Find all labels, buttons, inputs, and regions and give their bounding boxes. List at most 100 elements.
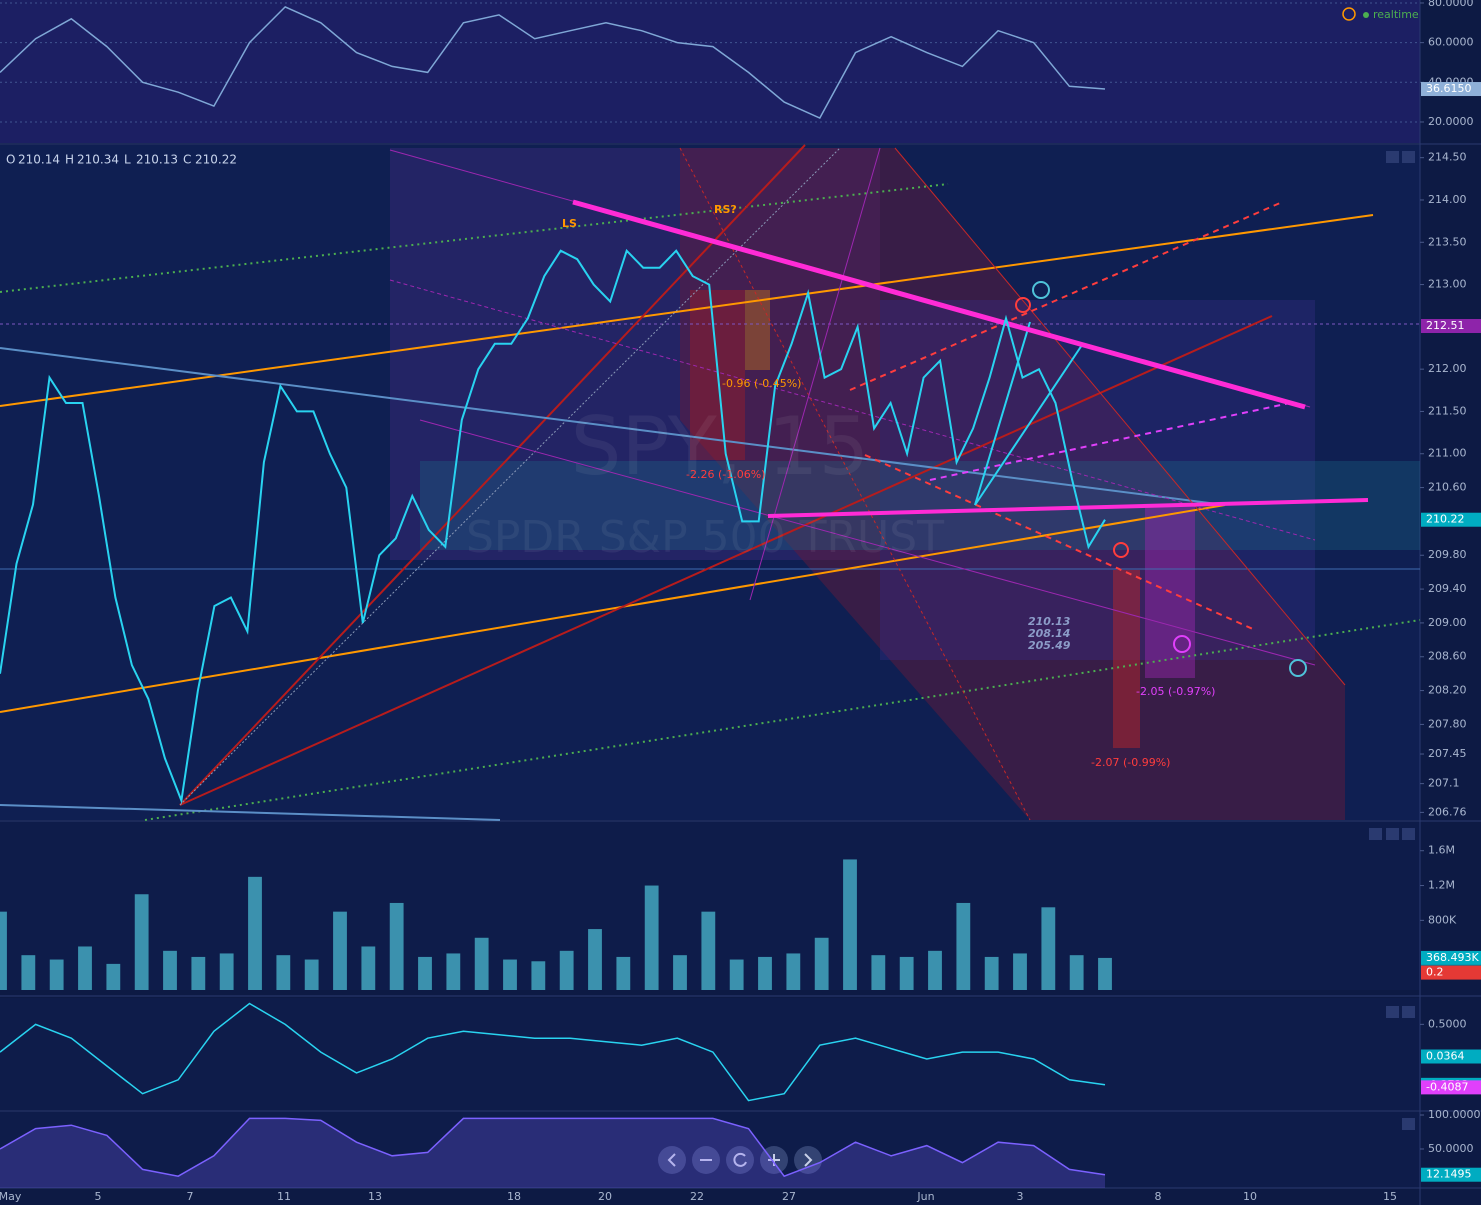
marker — [1032, 281, 1050, 299]
volume-bar — [758, 956, 772, 990]
pane-button[interactable] — [1402, 828, 1415, 840]
y-tick-label: 50.0000 — [1428, 1142, 1474, 1155]
neckline — [572, 199, 1306, 410]
volume-bar — [389, 902, 404, 990]
volume-bar — [843, 859, 857, 990]
volume-bar — [1013, 953, 1027, 990]
price-badge — [1421, 965, 1481, 980]
volume-bar — [899, 956, 914, 990]
y-tick-label: 214.50 — [1428, 151, 1467, 164]
y-tick-label: 209.00 — [1428, 616, 1467, 629]
y-tick-label: 1.2M — [1428, 879, 1455, 892]
x-tick-label: 15 — [1383, 1190, 1397, 1203]
ohlc-key: H — [65, 153, 74, 167]
area — [0, 1118, 1105, 1188]
trend-line — [179, 144, 806, 806]
pane-button[interactable] — [1386, 151, 1399, 163]
ohlc-key: O — [6, 153, 15, 167]
drawings — [0, 144, 1421, 821]
trend-line — [0, 804, 501, 821]
x-tick-label: 22 — [690, 1190, 704, 1203]
price-badge-label: -0.4087 — [1426, 1080, 1468, 1093]
annotation: LS — [562, 217, 577, 230]
measure-box — [1113, 570, 1140, 748]
ohlc-key: L — [124, 153, 131, 167]
trend-line — [864, 454, 1256, 631]
rsi-pane — [0, 0, 1420, 143]
scroll-left-button[interactable] — [658, 1146, 686, 1174]
annotation: -2.05 (-0.97%) — [1136, 685, 1215, 698]
annotation: 208.14 — [1028, 627, 1070, 640]
trend-line — [0, 504, 1226, 713]
volume-bar — [276, 955, 291, 990]
volume-bar — [616, 956, 631, 990]
reset-button[interactable] — [726, 1146, 754, 1174]
ohlc-key: C — [183, 153, 191, 167]
pitch-line — [749, 147, 881, 601]
annotation: -0.96 (-0.45%) — [722, 377, 801, 390]
x-tick-label: 11 — [277, 1190, 291, 1203]
icon — [733, 1152, 747, 1167]
volume-bar — [701, 911, 716, 990]
annotation: 210.13 — [1028, 615, 1071, 628]
price-badge-label: 210.22 — [1426, 513, 1465, 526]
volume-bar — [531, 961, 546, 990]
price-badge — [1421, 512, 1481, 527]
channel-line — [389, 279, 1316, 541]
x-tick-label: 8 — [1155, 1190, 1162, 1203]
status-icon — [1342, 7, 1356, 21]
price-pane — [0, 145, 1420, 820]
x-tick-label: 20 — [598, 1190, 612, 1203]
y-tick-label: 80.0000 — [1428, 0, 1474, 9]
scroll-right-button[interactable] — [794, 1146, 822, 1174]
volume-bar — [163, 950, 177, 990]
pane-button[interactable] — [1386, 828, 1399, 840]
x-tick-label: 27 — [782, 1190, 796, 1203]
y-tick-label: 208.20 — [1428, 684, 1467, 697]
pane-button[interactable] — [1386, 1006, 1399, 1018]
x-tick-label: Jun — [916, 1190, 934, 1203]
pane-button[interactable] — [1369, 828, 1382, 840]
volume-bar — [1098, 957, 1112, 990]
pane-button[interactable] — [1402, 151, 1415, 163]
channel-line — [679, 147, 1031, 821]
volume-bar — [729, 959, 744, 990]
volume-bar — [474, 937, 489, 990]
range-box — [390, 148, 880, 560]
volume-bar — [219, 953, 234, 990]
volume-bar — [871, 955, 886, 990]
status-dot — [1363, 12, 1369, 18]
y-tick-label: 207.1 — [1428, 777, 1460, 790]
volume-bar — [588, 929, 602, 990]
volume-bar — [559, 950, 574, 990]
y-tick-label: 213.00 — [1428, 278, 1467, 291]
volume-bar — [78, 946, 92, 990]
x-tick-label: 7 — [187, 1190, 194, 1203]
icon — [667, 1153, 676, 1167]
channel-line — [419, 419, 1316, 666]
y-tick-label: 206.76 — [1428, 805, 1467, 818]
volume-bar — [786, 953, 801, 990]
x-tick-label: 13 — [368, 1190, 382, 1203]
price-badge — [1421, 1049, 1481, 1064]
pane-button[interactable] — [1402, 1118, 1415, 1130]
price-badge — [1421, 1167, 1481, 1182]
trend-line — [144, 619, 1421, 821]
y-tick-label: 1.6M — [1428, 844, 1455, 857]
channel-line — [894, 147, 1346, 686]
icon — [768, 1154, 780, 1166]
price-badge-label: 368.493K — [1426, 951, 1479, 964]
volume-bar — [49, 959, 64, 990]
y-tick-label: 209.40 — [1428, 582, 1467, 595]
annotation: -2.26 (-1.06%) — [686, 468, 765, 481]
volume-bar — [0, 911, 7, 990]
flag-line — [974, 321, 1031, 506]
volume-bar — [248, 876, 262, 990]
pane-button[interactable] — [1402, 1006, 1415, 1018]
volume-bar — [21, 955, 36, 990]
volume-bar — [644, 885, 659, 990]
marker — [1015, 297, 1031, 313]
marker — [1173, 635, 1191, 653]
